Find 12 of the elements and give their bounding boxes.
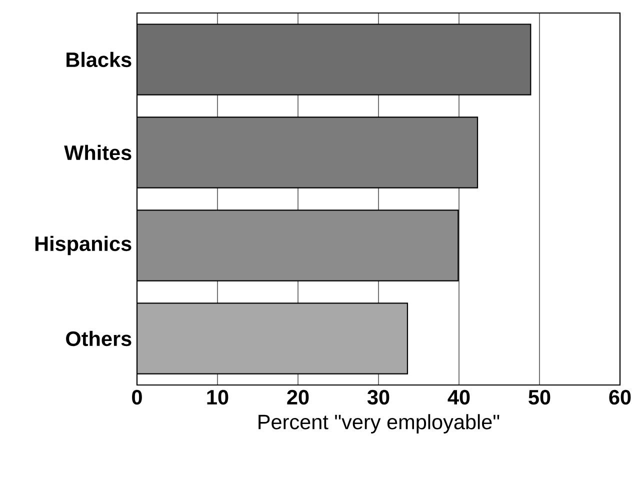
x-tick-label: 40 — [448, 390, 470, 405]
x-axis-title: Percent "very employable" — [258, 414, 500, 434]
x-tick-label: 60 — [609, 390, 631, 405]
y-tick-label: Whites — [64, 144, 132, 160]
y-tick-label: Blacks — [66, 52, 132, 68]
y-tick-label: Hispanics — [35, 236, 132, 256]
x-tick-label: 20 — [287, 390, 309, 405]
x-tick-label: 30 — [367, 390, 390, 405]
x-tick-label: 0 — [132, 390, 142, 405]
x-tick-label: 50 — [528, 390, 550, 405]
x-tick-label: 10 — [207, 390, 228, 405]
y-tick-label: Others — [66, 330, 132, 346]
